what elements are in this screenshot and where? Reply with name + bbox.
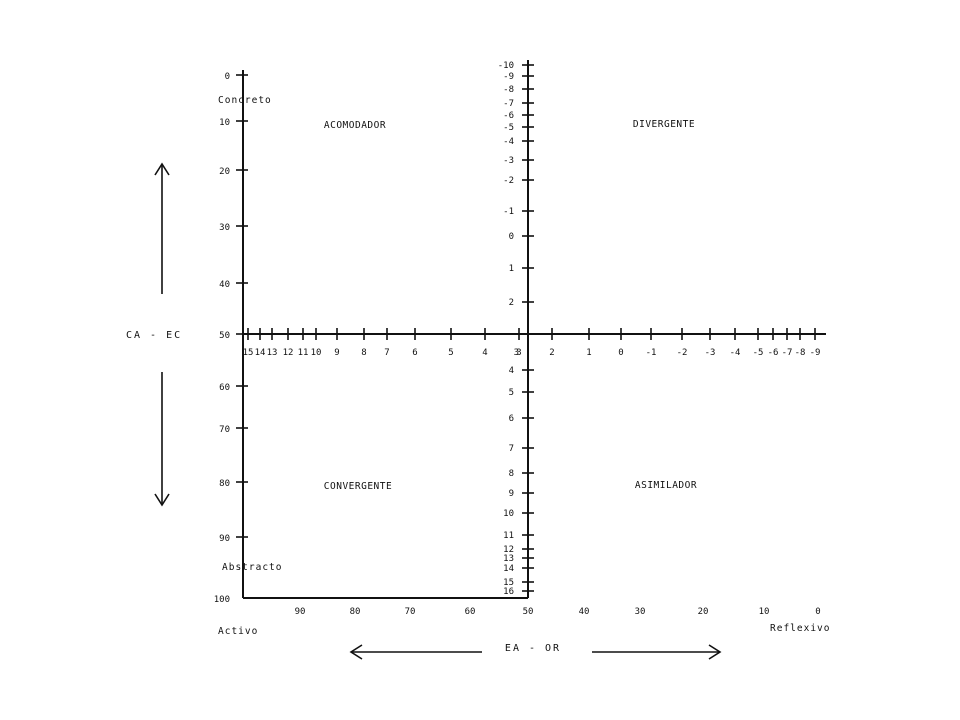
left-axis-tick-label: 30	[219, 223, 230, 233]
quadrant-label-convergente: CONVERGENTE	[324, 481, 392, 492]
vertical-axis-tick-label: 11	[503, 531, 514, 541]
horizontal-axis-tick-label: -1	[646, 348, 657, 358]
vertical-axis-tick-label: -7	[503, 99, 514, 109]
vertical-axis-tick-label: 14	[503, 564, 514, 574]
vertical-axis-tick-label: -5	[503, 123, 514, 133]
horizontal-axis-tick-label: 9	[334, 348, 339, 358]
vertical-center-axis-ticks: -10-9-8-7-6-5-4-3-2-10123456789101112131…	[498, 61, 534, 597]
vertical-axis-tick-label: 2	[509, 298, 514, 308]
left-axis-tick-label: 0	[225, 72, 230, 82]
bottom-axis-ticks: 90 80 70 60 50 40 30 20 10 0	[295, 607, 821, 617]
left-axis-tick-label: 70	[219, 425, 230, 435]
bottom-axis-tick-label: 90	[295, 607, 306, 617]
left-axis-tick-label: 60	[219, 383, 230, 393]
bottom-axis-tick-label: 50	[523, 607, 534, 617]
ca-ec-axis-title: CA - EC	[126, 330, 182, 341]
ea-or-axis-title: EA - OR	[505, 643, 561, 654]
concreto-label: Concreto	[218, 95, 272, 106]
horizontal-axis-tick-label: 7	[384, 348, 389, 358]
horizontal-axis-tick-label: 5	[448, 348, 453, 358]
horizontal-axis-tick-label: 3	[516, 348, 521, 358]
left-axis-ticks: 0 10 20 30 40 50 60 70 80 90 100	[214, 72, 248, 605]
reflexivo-label: Reflexivo	[770, 623, 830, 634]
quadrant-label-asimilador: ASIMILADOR	[635, 480, 697, 491]
horizontal-axis-tick-label: -9	[810, 348, 821, 358]
horizontal-axis-tick-label: -3	[705, 348, 716, 358]
horizontal-axis-tick-label: 2	[549, 348, 554, 358]
horizontal-center-axis-ticks: 15 14 13 12 11 10 9 8 7 6 5 4 3 2 1 0 -1 -2 -3 -4 -5 -6 -7 -8 -9	[243, 328, 821, 358]
horizontal-double-arrow	[349, 644, 722, 660]
horizontal-axis-tick-label: 4	[482, 348, 487, 358]
vertical-axis-tick-label: 0	[509, 232, 514, 242]
horizontal-axis-tick-label: 6	[412, 348, 417, 358]
horizontal-axis-tick-label: 0	[618, 348, 623, 358]
vertical-axis-tick-label: 15	[503, 578, 514, 588]
vertical-axis-tick-label: 16	[503, 587, 514, 597]
down-arrowhead	[154, 493, 170, 507]
horizontal-axis-tick-label: 12	[283, 348, 294, 358]
horizontal-axis-tick-label: 10	[311, 348, 322, 358]
vertical-axis-tick-label: 12	[503, 545, 514, 555]
quadrant-label-divergente: DIVERGENTE	[633, 119, 695, 130]
vertical-axis-tick-label: 3	[514, 348, 519, 358]
vertical-axis-tick-label: -6	[503, 111, 514, 121]
horizontal-axis-tick-label: -8	[795, 348, 806, 358]
left-arrowhead	[349, 644, 363, 660]
vertical-axis-tick-label: 1	[509, 264, 514, 274]
bottom-axis-tick-label: 0	[815, 607, 820, 617]
left-axis-tick-label: 50	[219, 331, 230, 341]
horizontal-axis-tick-label: 13	[267, 348, 278, 358]
horizontal-axis-tick-label: 1	[586, 348, 591, 358]
left-axis-tick-label: 20	[219, 167, 230, 177]
horizontal-axis-tick-label: 15	[243, 348, 254, 358]
horizontal-axis-tick-label: -4	[730, 348, 741, 358]
horizontal-axis-tick-label: -2	[677, 348, 688, 358]
bottom-axis-tick-label: 10	[759, 607, 770, 617]
vertical-axis-tick-label: 13	[503, 554, 514, 564]
vertical-axis-tick-label: 8	[509, 469, 514, 479]
vertical-axis-tick-label: 5	[509, 388, 514, 398]
bottom-axis-tick-label: 30	[635, 607, 646, 617]
left-axis-tick-label: 90	[219, 534, 230, 544]
abstracto-label: Abstracto	[222, 562, 282, 573]
activo-label: Activo	[218, 626, 258, 637]
quadrant-label-acomodador: ACOMODADOR	[324, 120, 386, 131]
horizontal-axis-tick-label: 8	[361, 348, 366, 358]
bottom-axis-tick-label: 20	[698, 607, 709, 617]
horizontal-axis-tick-label: 14	[255, 348, 266, 358]
vertical-axis-tick-label: 9	[509, 489, 514, 499]
bottom-axis-tick-label: 60	[465, 607, 476, 617]
vertical-axis-tick-label: 6	[509, 414, 514, 424]
vertical-double-arrow	[154, 162, 170, 507]
vertical-axis-tick-label: -10	[498, 61, 514, 71]
left-axis-tick-label: 80	[219, 479, 230, 489]
vertical-axis-tick-label: -1	[503, 207, 514, 217]
vertical-axis-tick-label: 10	[503, 509, 514, 519]
vertical-axis-tick-label: -3	[503, 156, 514, 166]
left-axis-tick-label: 10	[219, 118, 230, 128]
up-arrowhead	[154, 162, 170, 176]
vertical-axis-tick-label: -8	[503, 85, 514, 95]
bottom-axis-tick-label: 70	[405, 607, 416, 617]
horizontal-axis-tick-label: -7	[782, 348, 793, 358]
horizontal-axis-tick-label: -5	[753, 348, 764, 358]
vertical-axis-tick-label: 4	[509, 366, 514, 376]
vertical-axis-tick-label: 7	[509, 444, 514, 454]
bottom-axis-tick-label: 80	[350, 607, 361, 617]
vertical-axis-tick-label: -2	[503, 176, 514, 186]
right-arrowhead	[708, 644, 722, 660]
horizontal-axis-tick-label: 11	[298, 348, 309, 358]
vertical-axis-tick-label: -4	[503, 137, 514, 147]
vertical-axis-tick-label: -9	[503, 72, 514, 82]
bottom-axis-tick-label: 40	[579, 607, 590, 617]
left-axis-tick-label: 100	[214, 595, 230, 605]
left-axis-tick-label: 40	[219, 280, 230, 290]
horizontal-axis-tick-label: -6	[768, 348, 779, 358]
